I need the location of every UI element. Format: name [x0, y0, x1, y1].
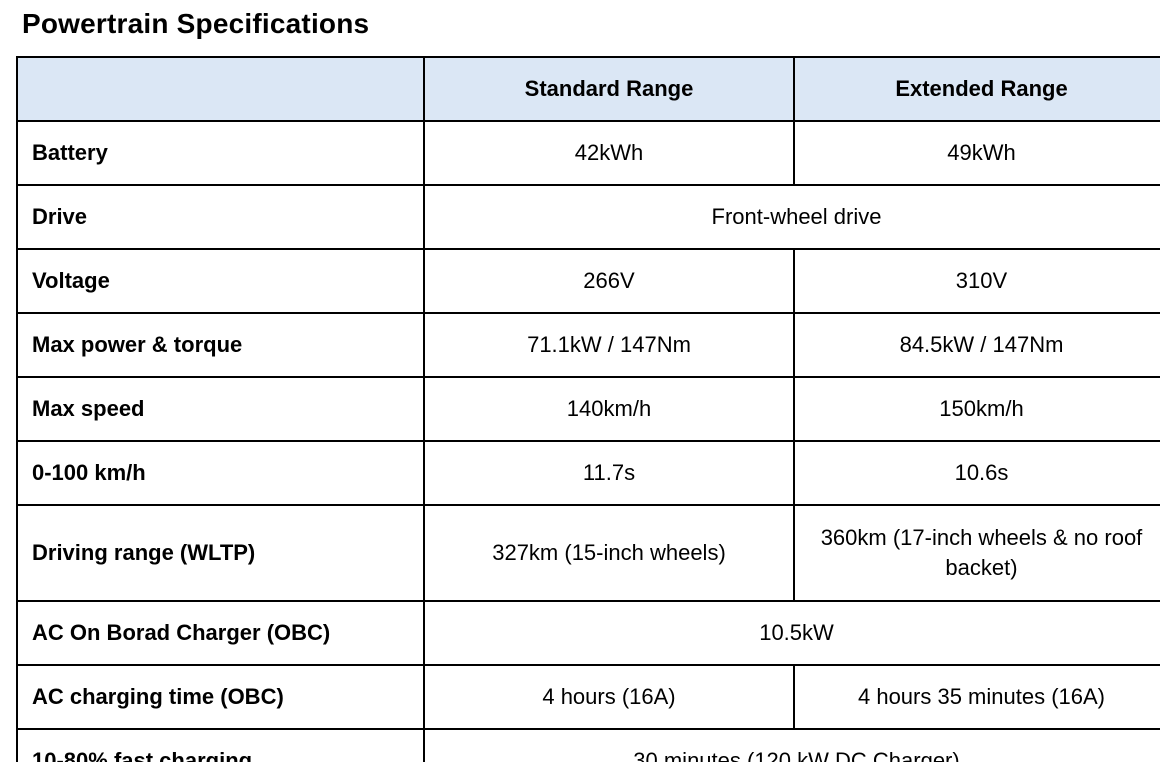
table-row-max-speed: Max speed 140km/h 150km/h	[16, 376, 1160, 442]
row-label: Voltage	[16, 248, 425, 314]
extended-value: 10.6s	[793, 440, 1160, 506]
table-row-voltage: Voltage 266V 310V	[16, 248, 1160, 314]
standard-value: 42kWh	[423, 120, 795, 186]
extended-value: 360km (17-inch wheels & no roof backet)	[793, 504, 1160, 602]
header-cell-empty	[16, 56, 425, 122]
row-label: 10-80% fast charging	[16, 728, 425, 762]
row-label: AC On Borad Charger (OBC)	[16, 600, 425, 666]
standard-value: 327km (15-inch wheels)	[423, 504, 795, 602]
row-label: AC charging time (OBC)	[16, 664, 425, 730]
table-row-driving-range: Driving range (WLTP) 327km (15-inch whee…	[16, 504, 1160, 602]
header-cell-standard-range: Standard Range	[423, 56, 795, 122]
merged-value: 30 minutes (120 kW DC Charger)	[423, 728, 1160, 762]
table-row-drive: Drive Front-wheel drive	[16, 184, 1160, 250]
row-label: Max speed	[16, 376, 425, 442]
row-label: Driving range (WLTP)	[16, 504, 425, 602]
standard-value: 11.7s	[423, 440, 795, 506]
page-title: Powertrain Specifications	[22, 8, 370, 39]
header-cell-extended-range: Extended Range	[793, 56, 1160, 122]
standard-value: 4 hours (16A)	[423, 664, 795, 730]
standard-value: 140km/h	[423, 376, 795, 442]
table-row-ac-charging-time: AC charging time (OBC) 4 hours (16A) 4 h…	[16, 664, 1160, 730]
table-row-fast-charging: 10-80% fast charging 30 minutes (120 kW …	[16, 728, 1160, 762]
standard-value: 71.1kW / 147Nm	[423, 312, 795, 378]
row-label: Max power & torque	[16, 312, 425, 378]
extended-value: 84.5kW / 147Nm	[793, 312, 1160, 378]
powertrain-spec-table: Standard Range Extended Range Battery 42…	[16, 56, 1160, 762]
table-row-0-100: 0-100 km/h 11.7s 10.6s	[16, 440, 1160, 506]
row-label: 0-100 km/h	[16, 440, 425, 506]
row-label: Battery	[16, 120, 425, 186]
merged-value: 10.5kW	[423, 600, 1160, 666]
table-row-ac-onboard-charger: AC On Borad Charger (OBC) 10.5kW	[16, 600, 1160, 666]
row-label: Drive	[16, 184, 425, 250]
table-row-max-power-torque: Max power & torque 71.1kW / 147Nm 84.5kW…	[16, 312, 1160, 378]
standard-value: 266V	[423, 248, 795, 314]
table-header-row: Standard Range Extended Range	[16, 56, 1160, 122]
merged-value: Front-wheel drive	[423, 184, 1160, 250]
table-row-battery: Battery 42kWh 49kWh	[16, 120, 1160, 186]
extended-value: 49kWh	[793, 120, 1160, 186]
extended-value: 150km/h	[793, 376, 1160, 442]
extended-value: 4 hours 35 minutes (16A)	[793, 664, 1160, 730]
extended-value: 310V	[793, 248, 1160, 314]
